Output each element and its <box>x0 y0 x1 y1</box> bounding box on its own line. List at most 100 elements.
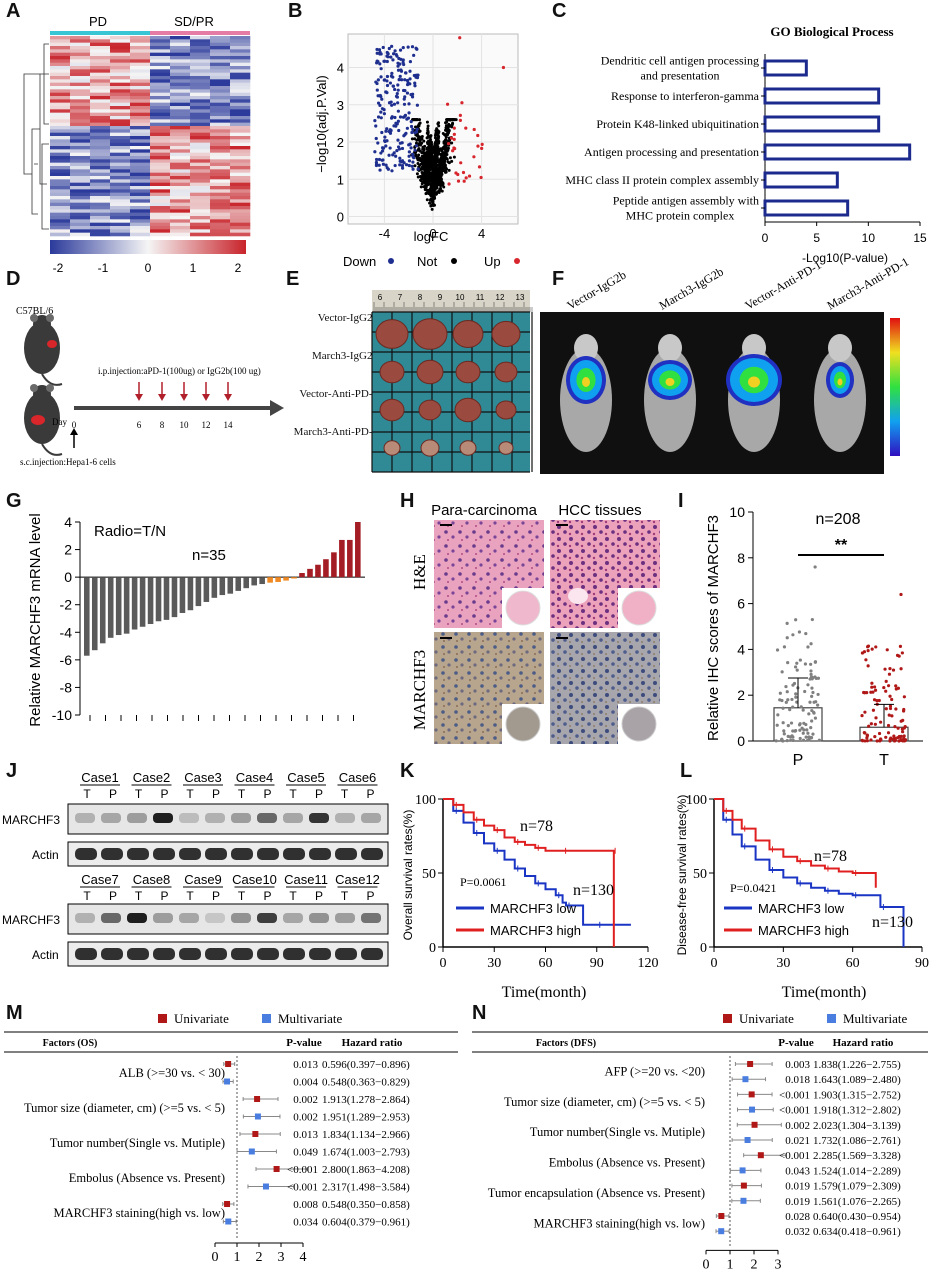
volcano-point-down <box>392 102 397 106</box>
volcano-point <box>424 187 428 191</box>
heatmap-cell <box>90 176 111 180</box>
timeline-days: 0 6 8 10 12 14 <box>72 382 233 430</box>
dfs-y-tick: 0 <box>700 941 707 956</box>
heatmap-cell <box>190 176 211 180</box>
dfs-n-low: n=130 <box>872 914 913 931</box>
ihc-score-point <box>884 735 888 739</box>
volcano-point-down <box>407 150 411 154</box>
ihc-score-point <box>806 738 810 742</box>
color-scale-ticks: -2 -1 0 1 2 <box>53 261 242 275</box>
heatmap-cell <box>170 129 191 133</box>
heatmap-cell <box>90 146 111 150</box>
volcano-point-down <box>384 163 388 167</box>
heatmap-cell <box>70 96 91 100</box>
volcano-point-down <box>379 94 383 99</box>
ihc-score-point <box>813 565 817 569</box>
heatmap-cell <box>230 66 251 70</box>
heatmap-cell <box>90 102 111 107</box>
blot-band-actin <box>127 948 149 960</box>
ihc-score-point <box>865 733 869 737</box>
volcano-point-down <box>411 167 415 171</box>
heatmap-cell <box>170 186 191 190</box>
blot-band-actin <box>179 948 201 960</box>
heatmap-cell <box>190 62 211 67</box>
forest-header-hr: Hazard ratio <box>342 1037 403 1049</box>
heatmap-cell <box>210 52 231 57</box>
ihc-score-point <box>884 707 888 711</box>
heatmap-cell <box>210 199 231 203</box>
ihc-score-point <box>899 738 904 742</box>
ruler-mark: 9 <box>438 293 443 302</box>
heatmap-cell <box>210 109 231 113</box>
forest-pvalue: 0.032 <box>785 1226 810 1238</box>
heatmap-cell <box>210 106 231 110</box>
heatmap-cell <box>50 212 71 217</box>
heatmap-cell <box>210 202 231 207</box>
heatmap-cell <box>70 152 91 157</box>
heatmap-cell <box>50 76 71 80</box>
heatmap-cell <box>230 86 251 90</box>
volcano-point-down <box>379 75 383 79</box>
heatmap-cell <box>210 132 231 137</box>
ihc-score-point <box>878 738 882 742</box>
ihc-score-point <box>809 642 813 646</box>
heatmap-cell <box>90 199 111 203</box>
heatmap-cell <box>190 229 211 233</box>
heatmap-cell <box>90 186 111 190</box>
volcano-point-up <box>467 174 472 178</box>
go-category-label: Antigen processing and presentation <box>584 145 759 159</box>
blot-band-target <box>283 813 303 823</box>
tumor-specimens <box>375 318 521 457</box>
heatmap-cell <box>150 199 171 203</box>
heatmap-cell <box>150 139 171 143</box>
forest-estimate <box>744 1137 751 1143</box>
blot-membrane-target <box>67 903 389 935</box>
volcano-point-down <box>396 119 400 123</box>
heatmap-cell <box>110 102 131 107</box>
volcano-point <box>441 131 445 135</box>
blot-band-target <box>257 813 277 823</box>
forest-estimate <box>254 1096 261 1102</box>
ihc-score-point <box>785 636 789 640</box>
mrna-bar <box>187 577 194 611</box>
heatmap-cell <box>130 112 151 117</box>
os-curve <box>443 798 631 926</box>
timeline-day: 8 <box>160 420 165 430</box>
heatmap-cell <box>210 112 231 117</box>
volcano-point <box>420 135 424 139</box>
heatmap-cell <box>230 216 251 220</box>
volcano-point <box>416 161 420 165</box>
volcano-point-down <box>375 47 379 52</box>
heatmap-cell <box>170 102 191 107</box>
volcano-point-down <box>411 160 415 164</box>
heatmap-cell <box>210 129 231 133</box>
go-x-tick: 15 <box>913 231 927 245</box>
heatmap-cell <box>210 139 231 143</box>
heatmap-cell <box>230 82 251 87</box>
panel-letter-m: M <box>6 1002 23 1024</box>
legend-univariate-label: Univariate <box>174 1011 229 1026</box>
ihc-score-point <box>901 730 905 734</box>
ihc-score-point <box>866 664 870 668</box>
volcano-point-down <box>390 169 394 173</box>
ihc-score-point <box>817 738 821 742</box>
heatmap-cell <box>130 79 151 83</box>
ihc-score-point <box>812 711 816 715</box>
heatmap-cell <box>50 106 71 110</box>
heatmap-cell <box>230 92 251 97</box>
panel-letter-d: D <box>6 268 21 290</box>
heatmap-cell <box>90 139 111 143</box>
volcano-point-down <box>390 44 394 48</box>
heatmap-cell <box>110 122 131 127</box>
forest-hr: 0.596(0.397−0.896) <box>322 1059 410 1071</box>
blot-band-actin <box>283 948 305 960</box>
heatmap-cell <box>110 146 131 150</box>
volcano-point-down <box>374 124 378 128</box>
heatmap-cell <box>90 179 111 183</box>
volcano-point <box>431 195 435 199</box>
ihc-score-point <box>799 705 803 709</box>
panel-letter-n: N <box>472 1002 487 1024</box>
heatmap-cell <box>210 136 231 140</box>
volcano-point-up <box>458 113 462 117</box>
ihc-score-point <box>811 690 815 695</box>
